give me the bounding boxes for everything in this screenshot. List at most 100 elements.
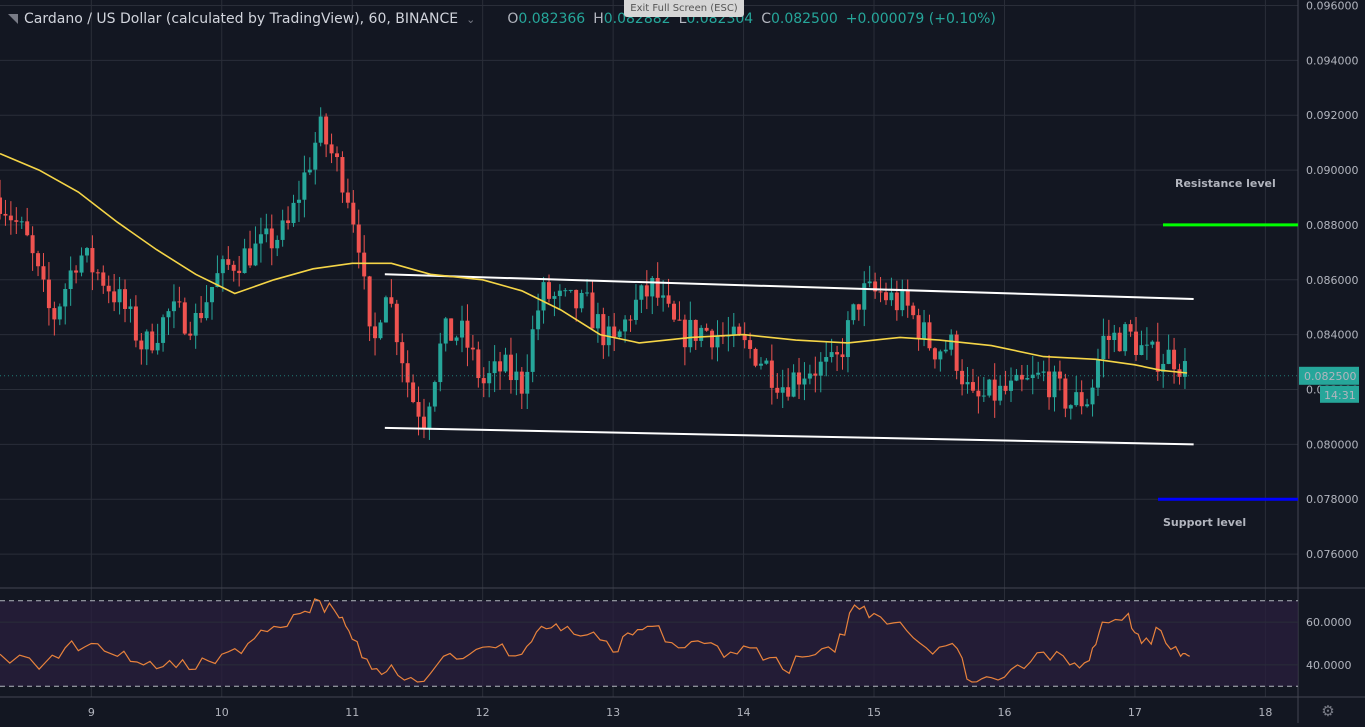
candle-body (438, 343, 443, 383)
candle-body (220, 259, 225, 274)
resistance-label: Resistance level (1175, 177, 1276, 190)
candle-body (769, 360, 774, 388)
candle-body (253, 243, 258, 266)
candle-body (313, 142, 318, 170)
candle-body (269, 228, 274, 249)
candle-body (873, 281, 878, 292)
time-tick-label: 15 (867, 706, 881, 719)
candle-body (840, 354, 845, 358)
candle-body (8, 215, 13, 221)
exit-fullscreen-button[interactable]: Exit Full Screen (ESC) (624, 0, 744, 17)
candle-body (965, 382, 970, 385)
candle-body (546, 282, 551, 299)
time-tick-label: 18 (1258, 706, 1272, 719)
candle-body (378, 322, 383, 339)
candle-body (775, 387, 780, 393)
candle-body (889, 292, 894, 301)
candle-body (356, 224, 361, 253)
candle-body (133, 306, 138, 341)
candle-body (633, 299, 638, 320)
candle-body (215, 273, 220, 287)
price-tick-label: 0.078000 (1306, 493, 1359, 506)
candle-body (704, 327, 709, 331)
candle-body (476, 349, 481, 379)
rsi-line (0, 598, 1190, 683)
candle-body (932, 348, 937, 360)
candle-body (226, 259, 231, 265)
candle-body (1079, 392, 1084, 407)
candle-body (90, 248, 95, 273)
candle-body (639, 285, 644, 300)
candle-body (182, 302, 187, 334)
candle-body (465, 320, 470, 348)
candle-body (1052, 371, 1057, 398)
candle-body (470, 347, 475, 350)
rsi-band (0, 600, 1298, 687)
candle-body (52, 308, 57, 320)
candle-body (117, 289, 122, 303)
candle-body (498, 361, 503, 372)
candle-body (188, 333, 193, 336)
time-tick-label: 13 (606, 706, 620, 719)
candle-body (432, 382, 437, 407)
candle-body (699, 327, 704, 341)
candle-body (335, 153, 340, 158)
chevron-down-icon[interactable]: ⌄ (466, 12, 476, 26)
candle-body (258, 234, 263, 244)
open-label: O (507, 11, 519, 27)
candle-body (291, 202, 296, 224)
price-tick-label: 0.088000 (1306, 219, 1359, 232)
candle-body (585, 292, 590, 294)
candle-body (329, 144, 334, 154)
candle-body (568, 289, 573, 291)
candle-body (1150, 341, 1155, 345)
candle-body (177, 301, 182, 303)
candle-body (661, 295, 666, 298)
candle-body (79, 255, 84, 273)
candle-body (101, 272, 106, 286)
candle-body (345, 192, 350, 203)
candle-body (144, 331, 149, 350)
candle-body (193, 312, 198, 336)
candle-body (503, 354, 508, 372)
candle-body (166, 311, 171, 318)
candle-body (275, 239, 280, 249)
gear-icon[interactable]: ⚙ (1321, 702, 1335, 720)
candle-body (383, 297, 388, 323)
time-tick-label: 16 (997, 706, 1011, 719)
candle-body (318, 116, 323, 143)
candle-body (541, 282, 546, 311)
price-tick-label: 0.084000 (1306, 329, 1359, 342)
candle-body (688, 319, 693, 348)
candle-body (1155, 341, 1160, 372)
candle-body (1041, 371, 1046, 373)
candle-body (1139, 345, 1144, 355)
time-tick-label: 14 (737, 706, 751, 719)
candle-body (530, 329, 535, 372)
candle-body (693, 319, 698, 341)
candle-body (878, 291, 883, 293)
candle-body (682, 319, 687, 348)
high-label: H (593, 11, 604, 27)
candle-body (1112, 332, 1117, 340)
candle-body (1106, 335, 1111, 340)
chart-header: Cardano / US Dollar (calculated by Tradi… (8, 9, 996, 29)
candle-body (416, 402, 421, 417)
candle-body (1003, 385, 1008, 391)
close-value: 0.082500 (770, 11, 838, 27)
candle-body (764, 360, 769, 364)
candle-body (460, 320, 465, 338)
low-label: L (678, 11, 687, 27)
symbol-title[interactable]: Cardano / US Dollar (calculated by Tradi… (24, 11, 459, 27)
candle-body (487, 373, 492, 384)
collapse-icon[interactable] (8, 14, 18, 24)
candle-body (650, 277, 655, 297)
time-tick-label: 9 (88, 706, 95, 719)
candle-body (835, 352, 840, 355)
countdown-label: 14:31 (1324, 389, 1356, 402)
price-tick-label: 0.090000 (1306, 164, 1359, 177)
candle-body (84, 248, 89, 256)
candle-body (916, 315, 921, 339)
